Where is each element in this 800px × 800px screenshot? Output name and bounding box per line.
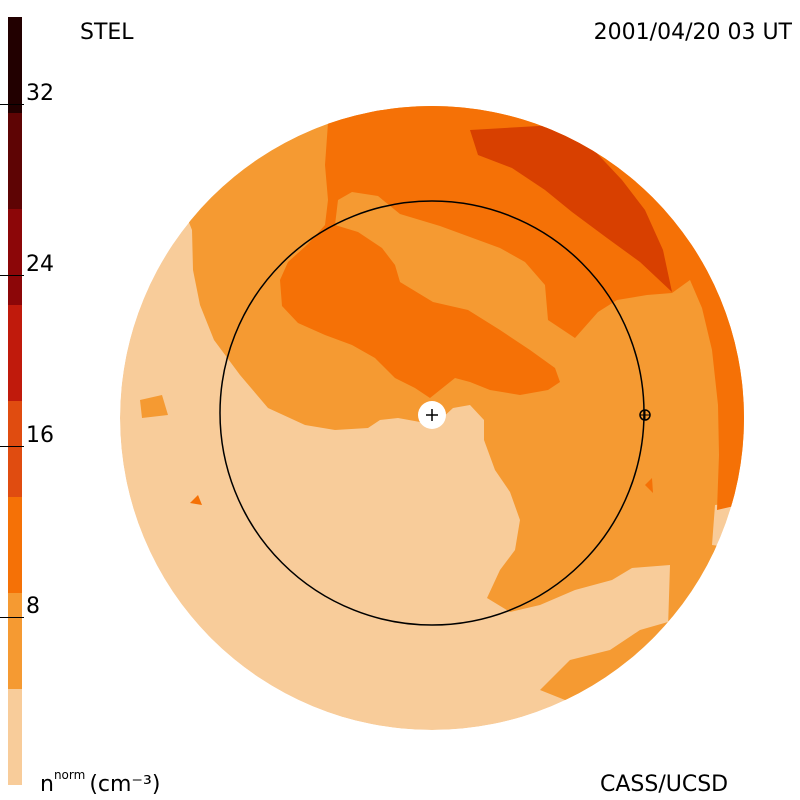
colorbar-segment xyxy=(8,592,22,689)
density-region-dark xyxy=(280,106,744,510)
colorbar-tick-8: 8 xyxy=(0,596,40,618)
colorbar-segment xyxy=(8,304,22,401)
color-scale-bar xyxy=(8,17,22,785)
colorbar-segment xyxy=(8,112,22,210)
density-island-small xyxy=(190,495,202,505)
colorbar-tick-24: 24 xyxy=(0,254,54,276)
colorbar-tick-32: 32 xyxy=(0,83,54,105)
credit-label: CASS/UCSD xyxy=(600,772,729,797)
units-base: n xyxy=(40,772,54,797)
units-label: nnorm (cm⁻³) xyxy=(40,769,161,797)
sun-plus-icon xyxy=(426,409,438,421)
units-superscript: norm xyxy=(53,768,86,782)
observatory-label: STEL xyxy=(80,20,134,45)
reference-circle xyxy=(219,200,645,626)
timestamp-label: 2001/04/20 03 UT xyxy=(593,20,792,45)
density-region-darker xyxy=(470,125,672,292)
colorbar-tick-16: 16 xyxy=(0,425,54,447)
earth-cross-icon xyxy=(640,410,650,420)
units-rest: (cm⁻³) xyxy=(89,772,161,797)
colorbar-segment xyxy=(8,208,22,306)
density-island-left xyxy=(140,395,168,418)
colorbar-segment xyxy=(8,400,22,497)
density-island-right xyxy=(645,478,653,493)
colorbar-segment xyxy=(8,17,22,114)
colorbar-segment xyxy=(8,496,22,593)
colorbar-segment xyxy=(8,688,22,785)
